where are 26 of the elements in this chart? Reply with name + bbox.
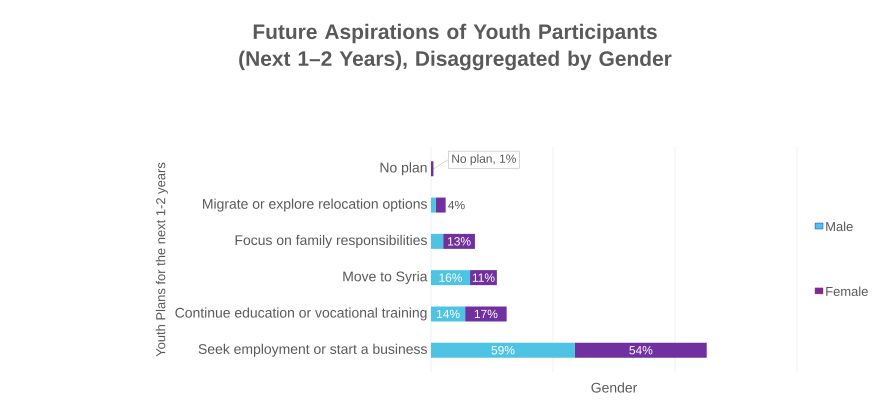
bar [431, 342, 575, 358]
bar [431, 234, 444, 249]
data-label: No plan, 1% [452, 154, 516, 166]
chart-title: Future Aspirations of Youth Participants (Next 1–2 Years), Disaggregated by Gender [239, 24, 672, 70]
y-axis-title: Youth Plans for the next 1-2 years [156, 162, 168, 357]
data-label: 17% [474, 310, 498, 318]
data-label: 11% [472, 273, 495, 282]
legend-label: Female [826, 286, 868, 296]
y-tick-label: Migrate or explore relocation options [203, 198, 427, 212]
legend-label: Male [826, 222, 853, 232]
data-label: 4% [448, 200, 465, 210]
bar [431, 198, 436, 213]
data-label: 54% [629, 346, 652, 354]
data-label: 16% [439, 273, 462, 282]
y-tick-label: Seek employment or start a business [198, 344, 427, 357]
x-axis-title: Gender [591, 382, 638, 393]
bar [574, 342, 707, 358]
y-tick-label: Continue education or vocational training [175, 307, 427, 320]
data-label: 13% [448, 237, 471, 246]
bar [436, 198, 446, 213]
bar [465, 306, 507, 322]
data-label: 14% [437, 310, 460, 318]
y-tick-label: No plan [380, 162, 427, 176]
y-tick-label: Focus on family responsibilities [236, 234, 427, 248]
y-tick-label: Move to Syria [343, 271, 428, 284]
data-label: 59% [492, 346, 515, 354]
